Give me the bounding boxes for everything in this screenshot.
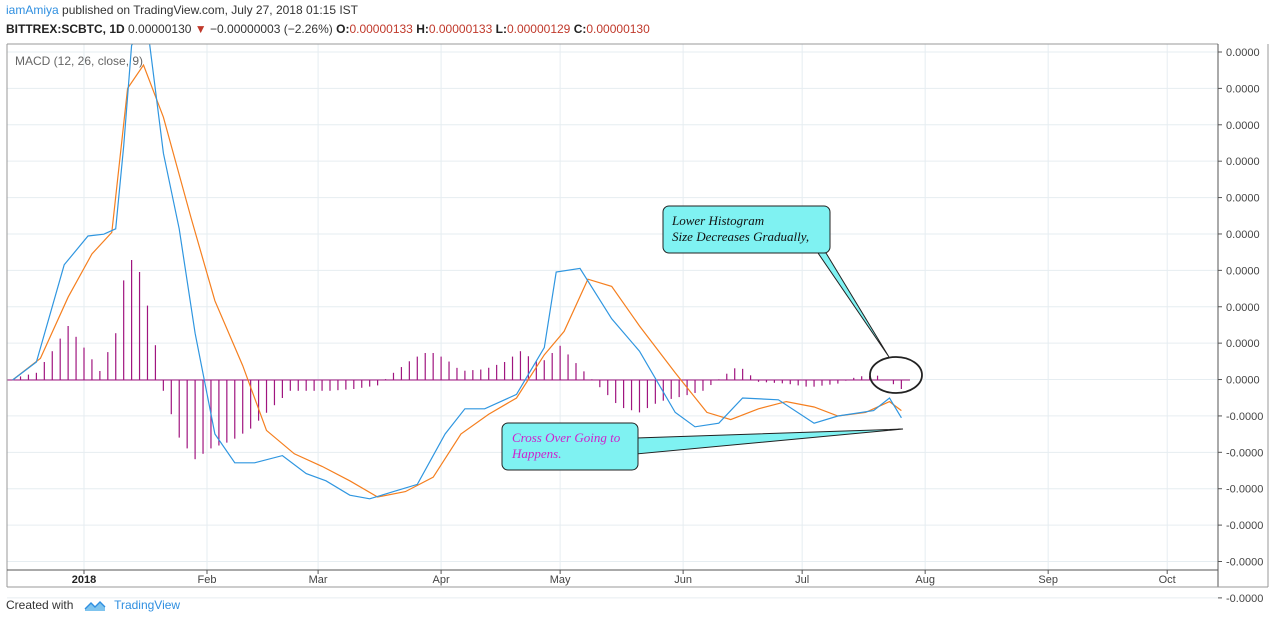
down-arrow-icon: ▼ [194,22,207,36]
time-tick-label: Jul [795,574,809,586]
time-axis[interactable]: 2018 Feb Mar Apr May Jun Jul Aug Sep Oct [72,570,1176,586]
histogram [7,260,910,460]
histogram-callout[interactable]: Lower Histogram Size Decreases Gradually… [662,205,890,358]
time-tick-label: Mar [309,574,328,586]
close-label: C: [573,22,587,36]
tradingview-logo-icon [84,600,106,611]
price-tick-label: 0.0000 [1226,156,1260,168]
tradingview-brand-link[interactable]: TradingView [114,598,181,612]
low-value: 0.00000129 [506,22,571,36]
price-tick-label: -0.0000 [1226,557,1263,569]
time-tick-label: Aug [915,574,935,586]
crossover-callout-box [501,422,639,471]
time-tick-label: Sep [1038,574,1058,586]
crossover-callout-line1: Cross Over Going to [512,430,621,445]
crossover-callout[interactable]: Cross Over Going to Happens. [501,422,904,471]
created-with-text: Created with [6,598,74,612]
indicator-label[interactable]: MACD (12, 26, close, 9) [15,54,143,68]
last-price: 0.00000130 [128,22,192,36]
price-tick-label: 0.0000 [1226,229,1260,241]
price-tick-label: -0.0000 [1226,411,1263,423]
price-tick-label: -0.0000 [1226,593,1263,605]
time-tick-label: Jun [674,574,692,586]
price-change: −0.00000003 (−2.26%) [210,22,333,36]
price-tick-label: 0.0000 [1226,47,1260,59]
price-tick-label: -0.0000 [1226,484,1263,496]
symbol-legend: BITTREX:SCBTC, 1D 0.00000130 ▼ −0.000000… [6,22,650,36]
price-tick-label: 0.0000 [1226,338,1260,350]
price-tick-label: -0.0000 [1226,447,1263,459]
price-tick-label: 0.0000 [1226,375,1260,387]
time-tick-label: May [550,574,571,586]
histogram-highlight-circle [869,356,923,394]
time-tick-label: Apr [433,574,450,586]
grid [7,44,1218,599]
publish-info: iamAmiya published on TradingView.com, J… [6,3,358,17]
author-link[interactable]: iamAmiya [6,3,59,17]
crossover-callout-line2: Happens. [511,446,561,461]
histogram-callout-line1: Lower Histogram [671,213,764,228]
histogram-callout-line2: Size Decreases Gradually, [672,229,809,244]
price-axis[interactable]: 0.0000 0.0000 0.0000 0.0000 0.0000 0.0000 0.00… [1218,47,1263,605]
open-value: 0.00000133 [349,22,413,36]
price-tick-label: 0.0000 [1226,265,1260,277]
price-tick-label: 0.0000 [1226,120,1260,132]
open-label: O: [336,22,350,36]
time-tick-label: Oct [1159,574,1176,586]
price-tick-label: 0.0000 [1226,83,1260,95]
high-value: 0.00000133 [428,22,493,36]
price-tick-label: -0.0000 [1226,520,1263,532]
time-tick-label: 2018 [72,574,96,586]
signal-line [12,63,902,498]
macd-line [12,44,902,500]
symbol-name: BITTREX:SCBTC, 1D [6,22,125,36]
published-text: published on TradingView.com, July 27, 2… [62,3,358,17]
price-tick-label: 0.0000 [1226,193,1260,205]
footer: Created with TradingView [6,598,180,613]
low-label: L: [495,22,507,36]
time-tick-label: Feb [198,574,217,586]
high-label: H: [416,22,429,36]
histogram-callout-box [662,205,831,254]
price-tick-label: 0.0000 [1226,302,1260,314]
close-value: 0.00000130 [586,22,650,36]
